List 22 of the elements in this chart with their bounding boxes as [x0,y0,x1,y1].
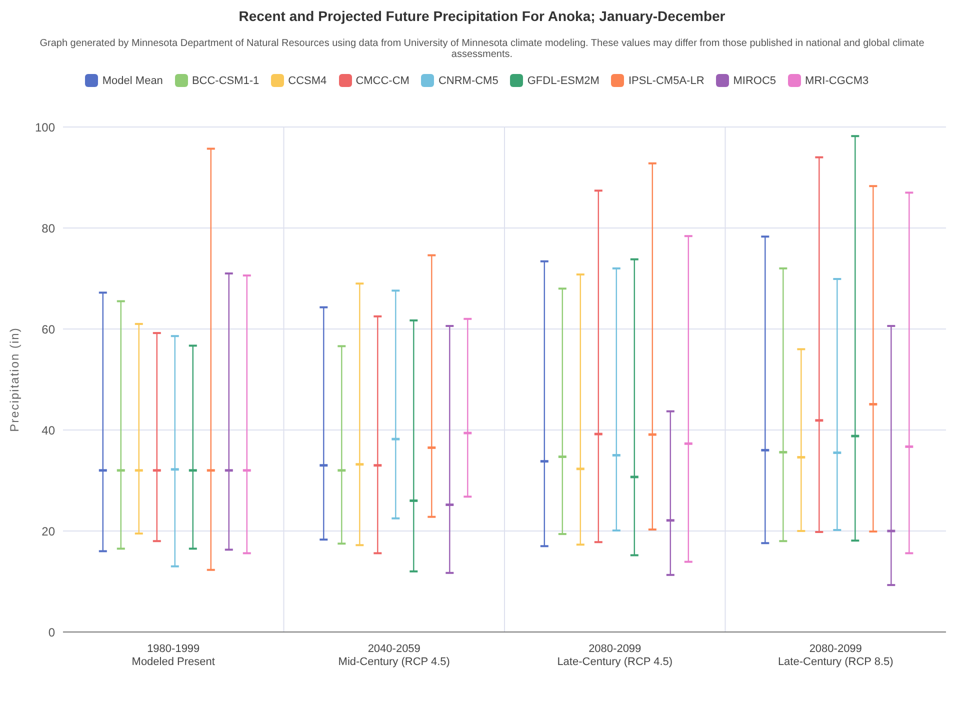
y-tick-label: 100 [34,120,56,134]
legend-label: GFDL-ESM2M [526,74,600,87]
y-tick-label: 40 [42,423,56,438]
chart-subtitle: Graph generated by Minnesota Department of Natural Resources using data from University of Minnesota climate modeling. These values may differ from those published in national and global climate assessments. [38,38,926,60]
x-tick-label: 2080-2099 Late-Century (RCP 8.5) [778,643,894,668]
y-tick-label: 0 [48,625,56,640]
x-tick-label: 1980-1999 Modeled Present [132,643,215,668]
legend-label: MIROC5 [732,74,776,87]
legend-label: IPSL-CM5A-LR [627,74,704,87]
chart-title: Recent and Projected Future Precipitation For Anoka; January-December [238,8,726,24]
legend-label: CMCC-CM [354,74,410,87]
legend-label: Model Mean [101,74,163,87]
y-tick-label: 80 [42,221,56,236]
y-tick-label: 60 [42,322,56,336]
y-axis-title: Precipitation (in) [7,327,22,432]
x-tick-label: 2080-2099 Late-Century (RCP 4.5) [557,643,673,668]
y-tick-label: 20 [42,524,56,538]
legend-label: CNRM-CM5 [437,74,498,87]
legend-label: CCSM4 [287,74,327,87]
legend-label: MRI-CGCM3 [804,74,869,87]
x-tick-label: 2040-2059 Mid-Century (RCP 4.5) [338,643,450,668]
legend-label: BCC-CSM1-1 [190,74,260,87]
